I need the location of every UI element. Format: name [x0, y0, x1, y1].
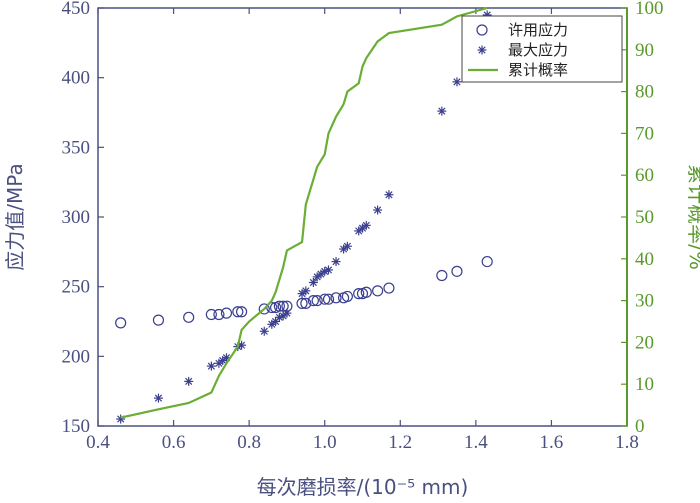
- max-stress-point: [214, 358, 224, 368]
- allowable-stress-point: [213, 308, 225, 321]
- y-right-tick-label: 100: [635, 0, 664, 19]
- legend-label: 最大应力: [508, 41, 568, 59]
- legend-label: 许用应力: [508, 21, 568, 39]
- y-right-tick-label: 40: [635, 249, 654, 270]
- y-right-tick-label: 20: [635, 332, 654, 353]
- y-left-tick-label: 250: [62, 277, 91, 298]
- y-left-tick-label: 450: [62, 0, 91, 19]
- allowable-stress-point: [300, 297, 312, 309]
- allowable-stress-point: [232, 306, 244, 318]
- y-left-tick-label: 150: [62, 416, 91, 437]
- allowable-stress-point: [205, 308, 217, 321]
- max-stress-point: [358, 223, 367, 233]
- allowable-stress-point: [296, 297, 308, 309]
- max-stress-point: [323, 265, 333, 275]
- allowable-stress-point: [319, 293, 331, 305]
- allowable-stress-point: [436, 269, 448, 282]
- allowable-stress-point: [353, 288, 365, 300]
- max-stress-point: [218, 356, 228, 366]
- allowable-stress-point: [341, 290, 353, 303]
- allowable-stress-point: [330, 292, 342, 304]
- y-right-tick-label: 30: [635, 291, 654, 312]
- max-stress-point: [153, 393, 163, 403]
- max-stress-point: [259, 326, 269, 336]
- x-tick-label: 1.0: [313, 432, 337, 453]
- allowable-stress-point: [183, 311, 195, 323]
- allowable-stress-point: [115, 317, 127, 329]
- allowable-stress-point: [481, 255, 493, 268]
- allowable-stress-point: [277, 300, 289, 312]
- x-axis-title: 每次磨损率/(10⁻⁵ mm): [257, 475, 469, 499]
- max-stress-point: [206, 361, 216, 371]
- y-right-tick-label: 0: [635, 416, 645, 437]
- y-axis-left-title: 应力值/MPa: [3, 163, 27, 270]
- max-stress-point: [452, 77, 462, 87]
- legend-label: 累计概率: [508, 61, 568, 79]
- x-tick-label: 0.8: [237, 432, 261, 453]
- max-stress-point: [373, 205, 383, 215]
- y-right-tick-label: 80: [635, 82, 654, 103]
- allowable-stress-point: [258, 303, 270, 315]
- allowable-stress-point: [322, 293, 335, 305]
- x-tick-label: 1.2: [388, 432, 412, 453]
- allowable-stress-point: [152, 314, 165, 326]
- max-stress-point: [331, 257, 341, 267]
- max-stress-point: [342, 241, 352, 251]
- allowable-stress-point: [235, 306, 248, 318]
- x-tick-label: 1.8: [615, 432, 639, 453]
- y-right-tick-label: 50: [635, 207, 654, 228]
- x-tick-label: 1.6: [540, 432, 564, 453]
- max-stress-point: [361, 220, 371, 230]
- allowable-stress-point: [220, 307, 233, 319]
- y-right-tick-label: 60: [635, 165, 654, 186]
- max-stress-point: [316, 269, 326, 279]
- allowable-stress-point: [360, 286, 372, 298]
- allowable-stress-point: [451, 265, 463, 277]
- allowable-stress-point: [383, 282, 395, 294]
- max-stress-point: [384, 190, 394, 200]
- y-right-tick-label: 70: [635, 123, 654, 144]
- x-tick-label: 1.4: [464, 432, 488, 453]
- max-stress-point: [301, 286, 311, 296]
- max-stress-point: [278, 311, 288, 321]
- cumulative-probability-line: [120, 6, 488, 419]
- x-tick-label: 0.4: [86, 432, 110, 453]
- max-stress-point: [308, 277, 318, 287]
- y-left-tick-label: 400: [62, 68, 91, 89]
- legend-circle-marker: [476, 24, 488, 36]
- y-left-tick-label: 200: [62, 346, 91, 367]
- x-tick-label: 0.6: [162, 432, 186, 453]
- max-stress-point: [184, 376, 194, 386]
- max-stress-point: [437, 106, 447, 116]
- allowable-stress-point: [307, 295, 319, 307]
- y-left-tick-label: 350: [62, 137, 91, 158]
- allowable-stress-point: [311, 295, 323, 307]
- y-right-tick-label: 90: [635, 40, 654, 61]
- y-right-tick-label: 10: [635, 374, 654, 395]
- legend-star-marker: [477, 45, 487, 55]
- y-axis-right-title: 累计概率/%: [685, 164, 700, 270]
- allowable-stress-point: [273, 300, 285, 312]
- allowable-stress-point: [372, 285, 384, 297]
- max-stress-point: [282, 308, 292, 318]
- y-left-tick-label: 300: [62, 207, 91, 228]
